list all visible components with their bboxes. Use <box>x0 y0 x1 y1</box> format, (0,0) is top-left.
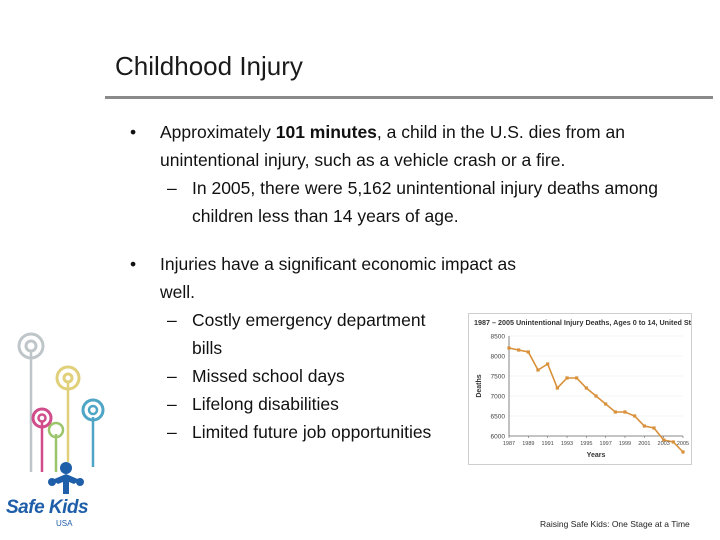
bullet-emphasis: 101 minutes <box>275 122 377 142</box>
chart-y-tick: 8000 <box>491 354 506 361</box>
chart-point <box>507 346 511 350</box>
chart-x-tick: 1999 <box>619 441 631 447</box>
chart-y-tick: 6500 <box>491 414 506 421</box>
safe-kids-logo <box>6 322 116 534</box>
chart-point <box>642 424 646 428</box>
injury-deaths-chart: 1987 – 2005 Unintentional Injury Deaths,… <box>468 313 705 465</box>
bullet-text: , a child in the U.S. dies from an unint… <box>160 122 625 170</box>
chart-point <box>555 386 559 390</box>
chart-title: 1987 – 2005 Unintentional Injury Deaths,… <box>474 318 691 327</box>
chart-point <box>594 394 598 398</box>
chart-x-tick: 2005 <box>677 441 689 447</box>
chart-x-tick: 1991 <box>542 441 554 447</box>
slide-body: • Approximately 101 minutes, a child in … <box>130 118 670 446</box>
bullet-marker: • <box>130 254 137 274</box>
sub-marker: – <box>167 394 177 414</box>
chart-point <box>662 438 666 442</box>
chart-x-tick: 1987 <box>503 441 515 447</box>
chart-point <box>671 440 675 444</box>
chart-point <box>575 376 579 380</box>
sub-bullet: – Costly emergency department bills <box>130 306 442 362</box>
chart-point <box>526 350 530 354</box>
chart-svg: 1987 – 2005 Unintentional Injury Deaths,… <box>474 318 705 459</box>
bullet-economic: • Injuries have a significant economic i… <box>130 250 520 306</box>
bullet-marker: • <box>130 122 137 142</box>
sub-bullet-text: Lifelong disabilities <box>192 394 339 414</box>
chart-y-label: Deaths <box>476 374 483 397</box>
sub-marker: – <box>167 310 177 330</box>
logo-swirls-icon <box>17 332 105 494</box>
chart-x-tick: 1989 <box>522 441 534 447</box>
sub-bullet: – Lifelong disabilities <box>130 390 670 418</box>
chart-point <box>613 410 617 414</box>
chart-point <box>517 348 521 352</box>
chart-x-tick: 1997 <box>600 441 612 447</box>
chart-y-tick: 8500 <box>491 334 506 341</box>
sub-marker: – <box>167 422 177 442</box>
chart-point <box>536 368 540 372</box>
chart-y-tick: 6000 <box>491 434 506 441</box>
bullet-text: Approximately <box>160 122 276 142</box>
logo-country: USA <box>56 519 73 528</box>
chart-x-tick: 1993 <box>561 441 573 447</box>
sub-bullet: – Missed school days <box>130 362 670 390</box>
chart-point <box>633 414 637 418</box>
chart-point <box>546 362 550 366</box>
chart-point <box>584 386 588 390</box>
chart-point <box>604 402 608 406</box>
chart-x-tick: 2003 <box>658 441 670 447</box>
sub-bullet-text: Costly emergency department bills <box>192 310 426 358</box>
bullet-minutes: • Approximately 101 minutes, a child in … <box>130 118 670 174</box>
chart-point <box>681 450 685 454</box>
sub-marker: – <box>167 366 177 386</box>
title-divider <box>105 96 713 99</box>
chart-point <box>623 410 627 414</box>
slide-title: Childhood Injury <box>115 51 303 81</box>
chart-point <box>565 376 569 380</box>
chart-x-label: Years <box>587 452 606 459</box>
chart-y-tick: 7000 <box>491 394 506 401</box>
sub-bullet-text: In 2005, there were 5,162 unintentional … <box>192 178 659 226</box>
sub-bullet-text: Limited future job opportunities <box>192 422 432 442</box>
sub-bullet-deaths: – In 2005, there were 5,162 unintentiona… <box>130 174 670 230</box>
chart-point <box>652 426 656 430</box>
footer-tagline: Raising Safe Kids: One Stage at a Time <box>540 519 690 529</box>
logo-wordmark: Safe Kids <box>6 497 89 518</box>
bullet-text: Injuries have a significant economic imp… <box>160 254 517 302</box>
sub-bullet-text: Missed school days <box>192 366 345 386</box>
sub-bullet: – Limited future job opportunities <box>130 418 670 446</box>
chart-y-tick: 7500 <box>491 374 506 381</box>
chart-x-tick: 2001 <box>638 441 650 447</box>
sub-marker: – <box>167 178 177 198</box>
chart-x-tick: 1995 <box>580 441 592 447</box>
